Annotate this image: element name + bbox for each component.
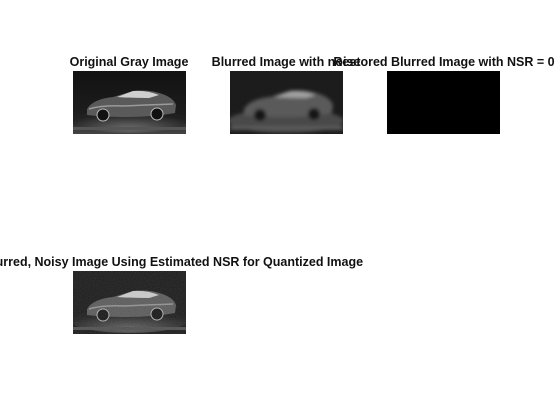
subplot-title-blurred: Blurred Image with noise — [211, 55, 361, 69]
blurred-noisy-image — [230, 71, 343, 134]
blurred-car-graphic — [230, 71, 343, 134]
noise-pattern-graphic — [387, 71, 500, 134]
original-gray-image — [73, 71, 186, 134]
subplot-title-original: Original Gray Image — [69, 55, 189, 69]
restored-estimated-nsr-image — [73, 271, 186, 334]
restored-nsr0-image — [387, 71, 500, 134]
subplot-title-restored-nsr0: Restored Blurred Image with NSR = 0 — [333, 55, 555, 69]
restored-car-graphic — [73, 271, 186, 334]
car-image-graphic — [73, 71, 186, 134]
subplot-title-restoration-estimated-nsr: Restoration of Blurred, Noisy Image Usin… — [0, 255, 364, 269]
